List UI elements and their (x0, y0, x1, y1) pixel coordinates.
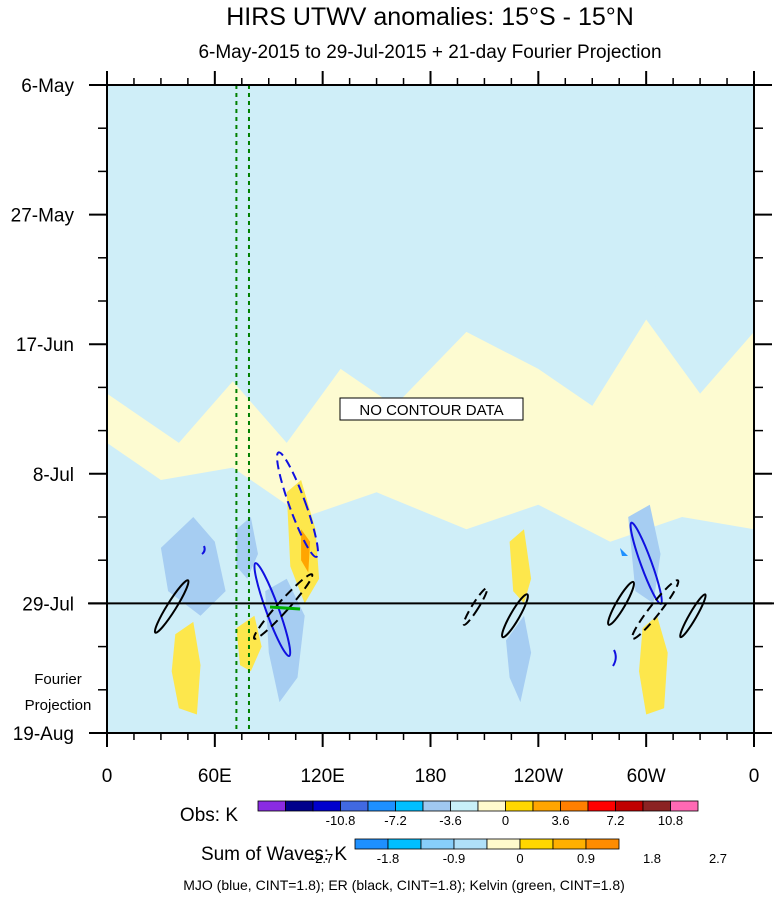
x-tick-label: 60E (198, 766, 232, 787)
x-tick-label: 0 (749, 766, 760, 787)
obs-colorbar-labels: -10.8 -7.2 -3.6 0 3.6 7.2 10.8 (326, 813, 683, 828)
obs-colorbar (257, 800, 699, 812)
annotation-text: NO CONTOUR DATA (359, 402, 503, 419)
waves-colorbar-swatch (552, 838, 587, 850)
waves-colorbar-label: 2.7 (709, 851, 727, 866)
anomaly-region (107, 115, 269, 234)
obs-legend-title: Obs: K (180, 805, 238, 826)
anomaly-region (236, 615, 262, 672)
waves-colorbar-label: 0.9 (577, 851, 595, 866)
y-tick-label: 6-May (21, 76, 74, 97)
obs-colorbar-swatch (257, 800, 286, 812)
obs-colorbar-swatch (532, 800, 561, 812)
vertical-reference-lines (235, 85, 250, 733)
projection-label-line2: Projection (25, 697, 92, 714)
x-tick-label: 0 (102, 766, 113, 787)
anomaly-region (236, 517, 258, 579)
er-contour (462, 587, 489, 626)
obs-colorbar-swatch (422, 800, 451, 812)
obs-colorbar-swatch (367, 800, 396, 812)
obs-colorbar-label: 10.8 (658, 813, 683, 828)
chart-title: HIRS UTWV anomalies: 15°S - 15°N (226, 3, 634, 31)
anomaly-region (107, 442, 754, 733)
waves-colorbar-label: -1.8 (377, 851, 399, 866)
waves-legend: Sum of Waves: K -2.7 -1.8 -0.9 0 0.9 1.8 2.7 (201, 838, 727, 866)
y-tick-label: 17-Jun (16, 335, 74, 356)
waves-colorbar-swatch (585, 838, 620, 850)
obs-colorbar-swatch (615, 800, 644, 812)
anomaly-region (340, 122, 521, 246)
plot-area (107, 85, 754, 733)
anomaly-regions (107, 85, 754, 733)
anomaly-region (107, 85, 754, 443)
strong-negative-spot (620, 548, 628, 556)
obs-colorbar-swatch (395, 800, 424, 812)
chart-subtitle: 6-May-2015 to 29-Jul-2015 + 21-day Fouri… (198, 42, 661, 63)
waves-colorbar-swatch (519, 838, 554, 850)
obs-colorbar-swatch (285, 800, 314, 812)
y-tick-label: 19-Aug (13, 724, 74, 745)
er-contour (630, 579, 680, 640)
mjo-small-contour (201, 545, 206, 555)
waves-colorbar (354, 838, 620, 850)
y-tick-label: 29-Jul (22, 594, 74, 615)
obs-colorbar-swatch (505, 800, 534, 812)
obs-colorbar-swatch (312, 800, 341, 812)
obs-colorbar-label: -7.2 (384, 813, 406, 828)
waves-colorbar-label: -0.9 (443, 851, 465, 866)
x-tick-label: 120W (514, 766, 564, 787)
waves-colorbar-swatch (387, 838, 422, 850)
kelvin-contour (269, 605, 301, 611)
anomaly-region (506, 615, 532, 703)
obs-colorbar-swatch (340, 800, 369, 812)
x-tick-label: 120E (300, 766, 344, 787)
annotation-box: NO CONTOUR DATA (339, 397, 524, 421)
obs-colorbar-swatch (560, 800, 589, 812)
y-tick-label: 27-May (11, 206, 75, 227)
axis-ticks: 0 60E 120E 180 120W 60W 0 6-May 27-May 17-Jun 8-Ju… (11, 71, 772, 787)
er-contour (679, 593, 707, 639)
y-tick-label: 8-Jul (33, 465, 74, 486)
obs-colorbar-label: 0 (502, 813, 509, 828)
obs-colorbar-swatch (670, 800, 699, 812)
waves-colorbar-swatch (453, 838, 488, 850)
obs-colorbar-label: 3.6 (551, 813, 569, 828)
waves-colorbar-swatch (420, 838, 455, 850)
obs-legend: Obs: K -10.8 -7.2 -3.6 0 3.6 7.2 10.8 (180, 800, 699, 828)
x-tick-label: 180 (415, 766, 447, 787)
obs-colorbar-label: -10.8 (326, 813, 356, 828)
anomaly-region (301, 529, 311, 573)
obs-colorbar-swatch (642, 800, 671, 812)
mjo-contour (276, 451, 319, 558)
obs-colorbar-swatch (587, 800, 616, 812)
anomaly-region (171, 621, 201, 715)
x-tick-label: 60W (627, 766, 666, 787)
anomaly-region (509, 529, 532, 604)
waves-colorbar-labels: -2.7 -1.8 -0.9 0 0.9 1.8 2.7 (311, 851, 727, 866)
obs-colorbar-label: -3.6 (439, 813, 461, 828)
waves-colorbar-label: -2.7 (311, 851, 333, 866)
annotation-frame (339, 397, 524, 421)
waves-colorbar-label: 1.8 (643, 851, 661, 866)
mjo-small-contour (612, 649, 617, 667)
obs-colorbar-swatch (450, 800, 479, 812)
obs-colorbar-label: 7.2 (606, 813, 624, 828)
er-contour (607, 580, 635, 626)
anomaly-region (639, 615, 668, 715)
wave-legend-footer: MJO (blue, CINT=1.8); ER (black, CINT=1.… (183, 877, 625, 893)
er-contour (501, 593, 529, 639)
waves-colorbar-label: 0 (516, 851, 523, 866)
obs-colorbar-swatch (477, 800, 506, 812)
waves-legend-title: Sum of Waves: K (201, 844, 347, 865)
waves-colorbar-swatch (354, 838, 389, 850)
waves-colorbar-swatch (486, 838, 521, 850)
anomaly-region (556, 183, 701, 295)
projection-label-line1: Fourier (34, 671, 82, 688)
